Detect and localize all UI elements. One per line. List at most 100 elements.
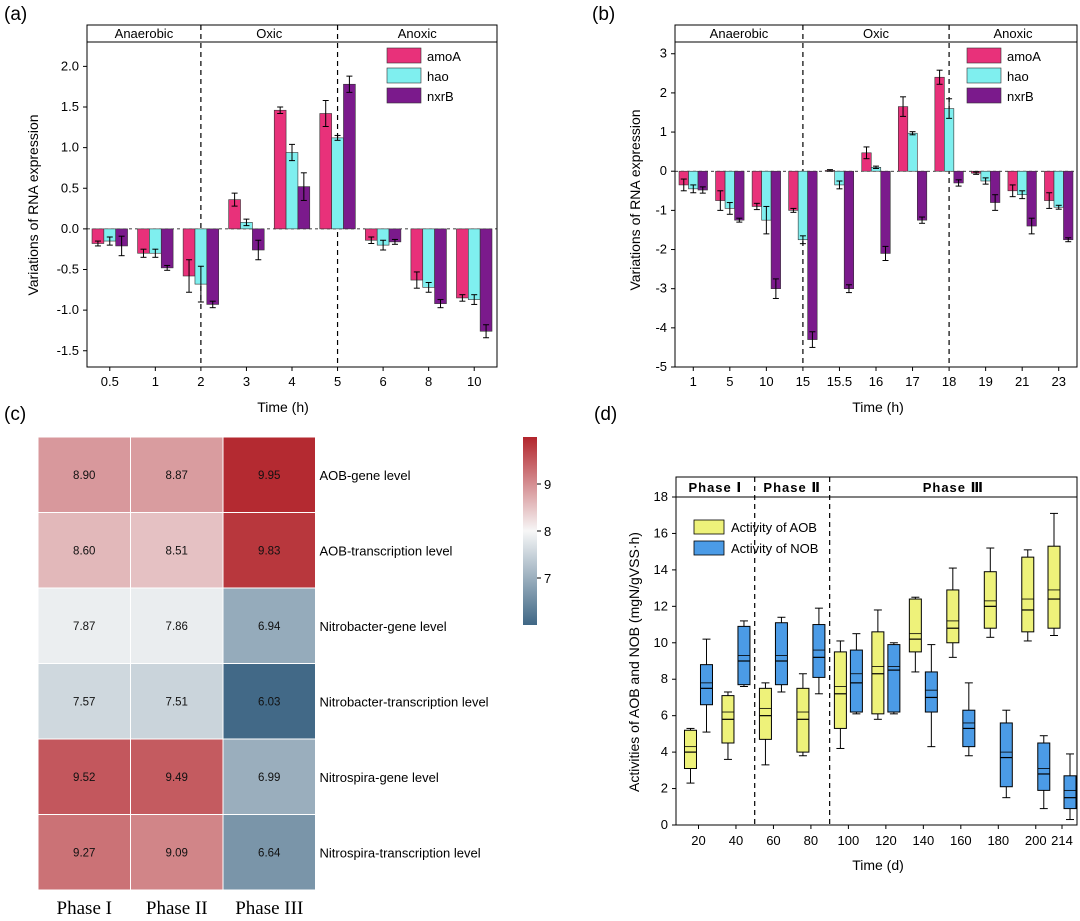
x-tick-label: 10 [759,374,773,389]
x-tick-label: 1 [690,374,697,389]
x-tick-label: 4 [288,374,295,389]
x-tick-label: 60 [766,833,780,848]
heatmap-value: 8.87 [166,470,188,482]
x-tick-label: 8 [425,374,432,389]
heatmap-value: 6.64 [258,847,281,859]
box-aob [796,687,810,753]
x-tick-label: 160 [950,833,972,848]
y-tick-label: -4 [655,320,667,335]
panel-a-bar-chart: -1.5 -1.0 -0.5 0.0 0.5 1.0 1.5 2.0 0.5 1 2 3 4 5 6 8 10 A… [57,24,498,389]
box-aob [871,631,885,715]
bar-hao [422,228,435,288]
heatmap-row-label: Nitrobacter-gene level [320,619,447,634]
y-tick-label: 18 [654,489,668,504]
y-tick-label: 1 [660,124,667,139]
panel-d-label: (d) [594,404,617,425]
bar-hao [331,137,344,230]
box-nob [774,622,788,686]
legend-swatch-amoA [966,47,1002,64]
bar-amoA [273,109,287,230]
y-tick-label: -2 [655,242,667,257]
plot-frame [675,476,1078,826]
phase-label: Anoxic [398,26,438,41]
box-nob [849,649,863,713]
phase-label: Oxic [256,26,283,41]
heatmap-column-label: Phase III [235,898,303,916]
heatmap-cell [222,738,316,815]
bar-nxrB [880,170,891,254]
bar-amoA [788,170,799,211]
heatmap-cell [130,436,224,513]
bar-hao [285,152,299,230]
bar-hao [907,132,918,172]
heatmap-cell [222,663,316,740]
box-aob [1047,545,1061,629]
legend-swatch-hao [386,67,422,84]
legend-label-hao: hao [1007,69,1029,84]
panel-b-x-label: Time (h) [852,399,904,415]
x-tick-label: 6 [379,374,386,389]
y-tick-label: 0.5 [61,180,79,195]
y-tick-label: 0 [661,817,668,832]
heatmap-value: 7.86 [166,621,188,633]
x-tick-label: 20 [691,833,705,848]
bar-amoA [751,170,762,207]
bar-hao [1053,170,1064,208]
x-tick-label: 15.5 [827,374,852,389]
heatmap-cell [222,814,316,891]
heatmap-row-label: Nitrobacter-transcription level [320,694,489,709]
box-aob [1021,556,1035,633]
heatmap-value: 6.99 [258,772,280,784]
x-tick-label: 140 [912,833,934,848]
x-tick-label: 18 [942,374,956,389]
y-tick-label: -0.5 [57,262,79,277]
y-tick-label: 2.0 [61,58,79,73]
legend-swatch-amoA [386,47,422,64]
heatmap-cell [37,587,131,664]
bar-hao [797,170,808,241]
y-tick-label: -3 [655,281,667,296]
x-tick-label: 5 [726,374,733,389]
heatmap-value: 9.83 [258,545,280,557]
x-tick-label: 17 [905,374,919,389]
legend-label-amoA: amoA [1007,49,1041,64]
x-tick-label: 0.5 [101,374,119,389]
bar-nxrB [160,228,174,269]
legend-swatch-nxrB [386,87,422,104]
panel-b-label: (b) [592,4,615,25]
box-aob [983,571,997,629]
y-tick-label: 16 [654,525,668,540]
x-tick-label: 214 [1051,833,1073,848]
phase-label: Phase Ⅰ [688,480,742,495]
box-aob [683,729,697,770]
bar-nxrB [843,170,855,289]
y-tick-label: 14 [654,562,668,577]
bar-hao [467,228,481,300]
legend-swatch-nxrB [966,87,1002,104]
bar-nxrB [479,228,493,332]
heatmap-column-label: Phase II [146,898,208,916]
x-tick-label: 16 [869,374,883,389]
bar-nxrB [206,228,219,305]
box-aob [833,651,847,729]
heatmap-row-label: AOB-transcription level [320,543,453,558]
legend-swatch-hao [966,67,1002,84]
box-aob [908,598,922,653]
box-aob [758,687,772,740]
heatmap-value: 8.60 [73,545,95,557]
panel-a-label: (a) [4,4,27,25]
heatmap-value: 6.94 [258,621,281,633]
heatmap-value: 8.51 [166,545,188,557]
heatmap-row-label: Nitrospira-gene level [320,770,439,785]
y-tick-label: 0 [660,163,667,178]
bar-nxrB [734,170,745,221]
colorbar [523,437,537,625]
phase-label: Phase Ⅱ [763,480,820,495]
colorbar-tick-label: 7 [544,571,551,586]
heatmap-value: 9.27 [73,847,95,859]
y-tick-label: -5 [655,359,667,374]
heatmap-value: 9.49 [166,772,188,784]
x-tick-label: 1 [152,374,159,389]
